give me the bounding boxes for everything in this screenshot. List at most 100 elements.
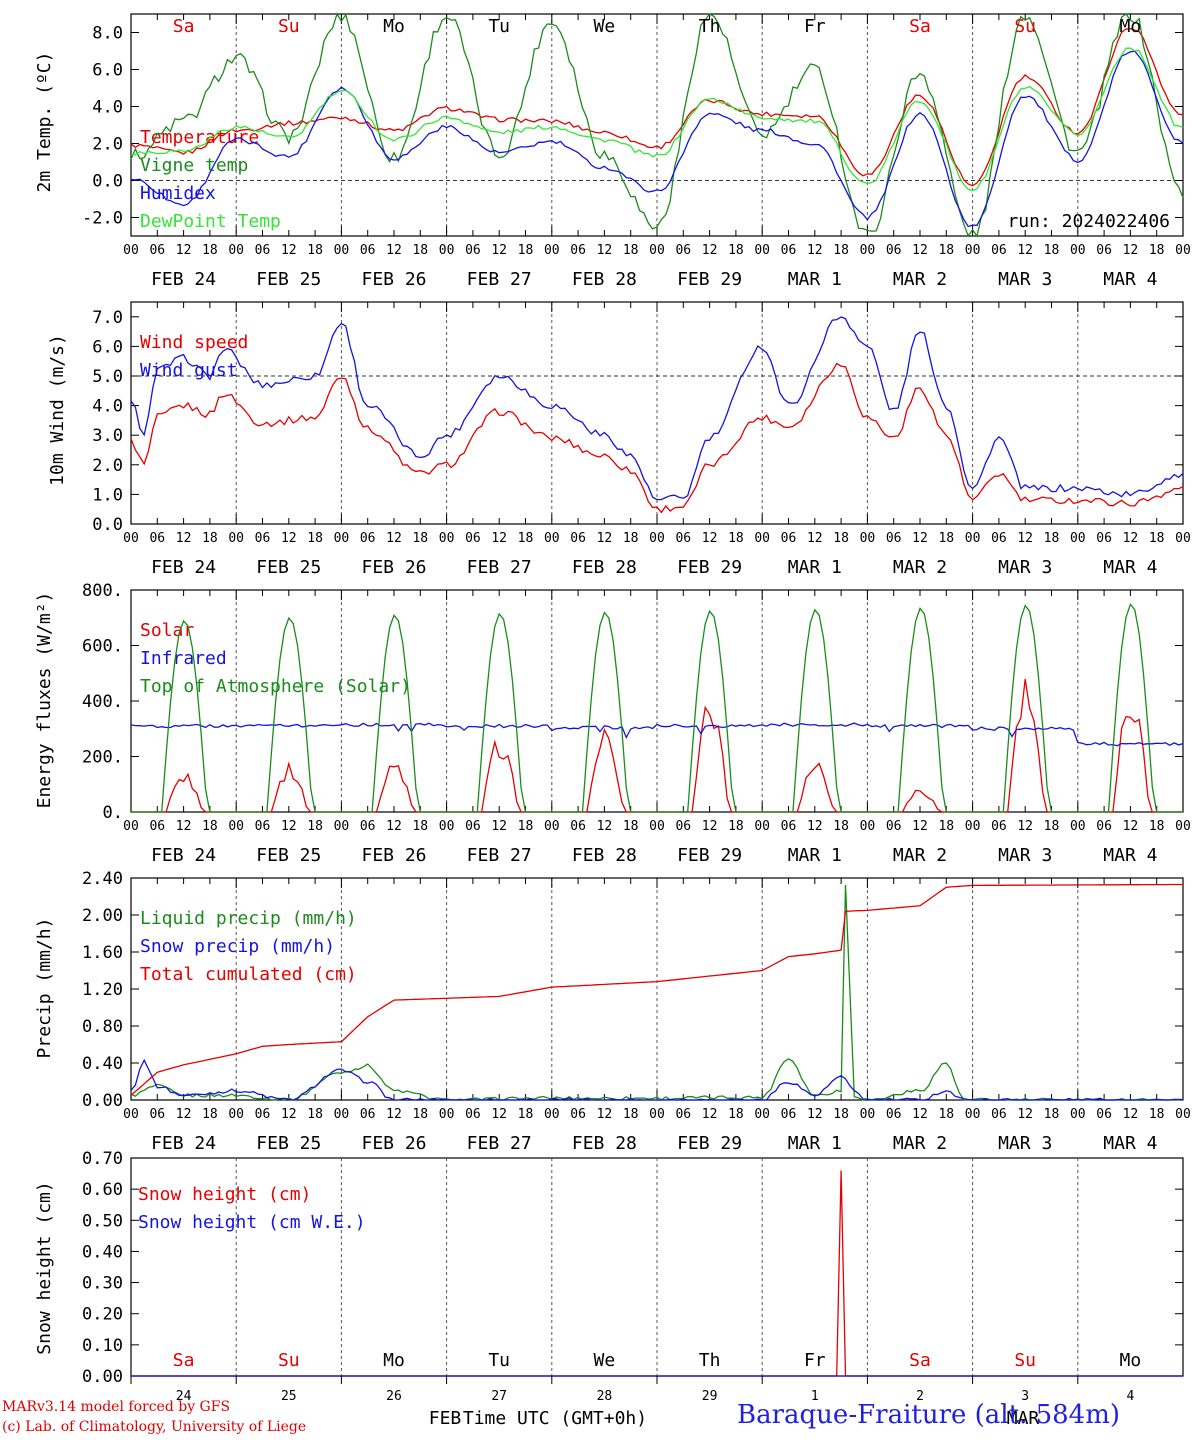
y-tick-label: 0.20: [82, 1305, 123, 1325]
x-hour-label: 18: [1149, 819, 1165, 834]
x-hour-label: 00: [860, 1107, 876, 1122]
legend-liquid-precip: Liquid precip (mm/h): [140, 908, 357, 929]
panel-4-marks: [130, 1157, 1184, 1384]
legend-temperature: Temperature: [140, 127, 259, 148]
x-date-label: MAR 4: [1103, 269, 1157, 290]
x-hour-label: 18: [518, 819, 534, 834]
x-day-label: 26: [386, 1389, 402, 1404]
weekday-label: Sa: [909, 1350, 931, 1371]
weekday-label: Tu: [488, 1350, 510, 1371]
x-hour-label: 12: [386, 243, 402, 258]
y-tick-label: 0.40: [82, 1054, 123, 1074]
weekday-label: Su: [1014, 16, 1036, 37]
x-date-label: MAR 3: [998, 269, 1052, 290]
x-hour-label: 06: [465, 1107, 481, 1122]
x-hour-label: 18: [938, 1107, 954, 1122]
x-axis-title: Time UTC (GMT+0h): [463, 1408, 647, 1429]
weekday-label: Su: [278, 1350, 300, 1371]
x-hour-label: 06: [675, 819, 691, 834]
x-hour-label: 06: [886, 1107, 902, 1122]
x-hour-label: 00: [439, 243, 455, 258]
x-hour-label: 12: [386, 531, 402, 546]
series-line-lightgreen: [130, 47, 1184, 192]
snow-ylabel: Snow height (cm): [34, 1181, 55, 1354]
x-hour-label: 12: [912, 531, 928, 546]
x-hour-label: 06: [675, 1107, 691, 1122]
x-hour-label: 12: [281, 531, 297, 546]
x-date-label: FEB 27: [467, 845, 532, 866]
y-tick-label: 0.: [103, 803, 123, 823]
x-hour-label: 18: [1044, 819, 1060, 834]
y-tick-label: -2.0: [82, 209, 123, 229]
x-hour-label: 12: [176, 243, 192, 258]
weekday-label: Th: [699, 1350, 721, 1371]
x-hour-label: 00: [965, 1107, 981, 1122]
y-tick-label: 600.: [82, 637, 123, 657]
x-date-label: FEB 24: [151, 1133, 216, 1154]
x-hour-label: 06: [781, 531, 797, 546]
weekday-label: Fr: [804, 1350, 826, 1371]
x-hour-label: 00: [1175, 531, 1191, 546]
weekday-label: Tu: [488, 16, 510, 37]
x-hour-label: 00: [1070, 531, 1086, 546]
x-hour-label: 06: [465, 243, 481, 258]
x-hour-label: 18: [938, 819, 954, 834]
x-month-label: MAR: [1007, 1408, 1040, 1429]
y-tick-label: 5.0: [92, 367, 123, 387]
x-hour-label: 00: [334, 243, 350, 258]
x-hour-label: 18: [412, 1107, 428, 1122]
x-hour-label: 12: [1017, 243, 1033, 258]
x-date-label: FEB 28: [572, 557, 637, 578]
x-day-label: 2: [916, 1389, 924, 1404]
x-hour-label: 06: [255, 819, 271, 834]
legend-solar: Solar: [140, 620, 194, 641]
y-tick-label: 2.40: [82, 869, 123, 889]
y-tick-label: 0.10: [82, 1336, 123, 1356]
x-hour-label: 18: [938, 531, 954, 546]
x-hour-label: 18: [202, 531, 218, 546]
x-hour-label: 12: [702, 531, 718, 546]
x-hour-label: 06: [1096, 531, 1112, 546]
x-hour-label: 12: [491, 243, 507, 258]
series-line-blue: [130, 1058, 1184, 1101]
x-hour-label: 06: [675, 531, 691, 546]
x-hour-label: 18: [1044, 243, 1060, 258]
legend-vigne-temp: Vigne temp: [140, 155, 248, 176]
x-date-label: FEB 29: [677, 1133, 742, 1154]
y-tick-label: 400.: [82, 692, 123, 712]
x-hour-label: 06: [886, 531, 902, 546]
x-hour-label: 00: [228, 243, 244, 258]
x-date-label: FEB 29: [677, 557, 742, 578]
wind-ylabel: 10m Wind (m/s): [47, 334, 68, 486]
x-day-label: 29: [702, 1389, 718, 1404]
y-tick-label: 200.: [82, 748, 123, 768]
x-day-label: 1: [811, 1389, 819, 1404]
x-hour-label: 18: [623, 819, 639, 834]
x-date-label: FEB 24: [151, 845, 216, 866]
x-hour-label: 00: [123, 819, 139, 834]
x-hour-label: 12: [1123, 531, 1139, 546]
legend-dewpoint: DewPoint Temp: [140, 211, 281, 232]
y-tick-label: 1.60: [82, 943, 123, 963]
x-hour-label: 18: [938, 243, 954, 258]
x-hour-label: 12: [176, 1107, 192, 1122]
x-date-label: MAR 4: [1103, 1133, 1157, 1154]
weekday-label: Mo: [383, 1350, 405, 1371]
x-hour-label: 00: [965, 531, 981, 546]
x-day-label: 4: [1126, 1389, 1134, 1404]
x-hour-label: 12: [176, 819, 192, 834]
x-hour-label: 18: [518, 531, 534, 546]
x-date-label: MAR 2: [893, 845, 947, 866]
x-hour-label: 18: [833, 243, 849, 258]
x-date-label: MAR 4: [1103, 557, 1157, 578]
energy-panel: Energy fluxes (W/m²) Solar Infrared Top …: [34, 592, 411, 809]
x-day-label: 3: [1021, 1389, 1029, 1404]
x-hour-label: 00: [965, 243, 981, 258]
weekday-label: Th: [699, 16, 721, 37]
wind-panel: 10m Wind (m/s) Wind speed Wind gust: [47, 332, 248, 486]
station-name: Baraque-Fraiture (alt. 584m): [737, 1400, 1121, 1430]
x-hour-label: 06: [255, 1107, 271, 1122]
legend-infrared: Infrared: [140, 648, 227, 669]
x-day-label: 25: [281, 1389, 297, 1404]
y-tick-label: 2.0: [92, 135, 123, 155]
